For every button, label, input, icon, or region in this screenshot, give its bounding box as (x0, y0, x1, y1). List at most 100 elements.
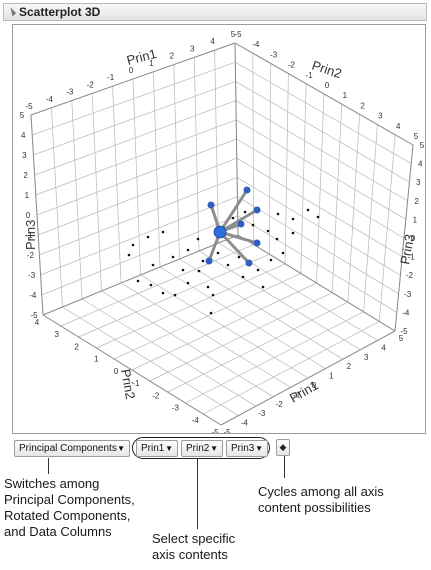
tick-label: -3 (258, 409, 266, 418)
data-point (226, 263, 230, 267)
tick-label: 2 (170, 52, 175, 61)
biplot-ray (219, 230, 258, 245)
chevron-down-icon: ▼ (117, 444, 125, 453)
tick-label: 5 (420, 141, 425, 150)
tick-label: -2 (27, 251, 35, 260)
data-point (136, 279, 140, 283)
data-point (186, 281, 190, 285)
cycle-callout-line (284, 456, 285, 478)
chevron-down-icon: ▼ (255, 444, 263, 453)
biplot-ray-head (243, 186, 251, 194)
axis3-dropdown[interactable]: Prin3 ▼ (226, 440, 268, 457)
data-point (291, 217, 295, 221)
tick-label: -1 (107, 73, 115, 82)
axis-label-prin1-bottom: Prin1 (287, 377, 321, 405)
tick-label: 5 (20, 111, 25, 120)
cycle-axes-button[interactable]: ◆ (276, 439, 290, 456)
data-point (231, 216, 235, 220)
data-source-dropdown[interactable]: Principal Components ▼ (14, 440, 130, 457)
biplot-ray-head (253, 206, 261, 214)
data-point (151, 263, 155, 267)
tick-label: 4 (381, 343, 386, 352)
tick-label: 3 (190, 44, 195, 53)
axis-label-prin1-top: Prin1 (125, 46, 158, 68)
axis-label-prin2-bottom: Prin2 (118, 368, 138, 401)
tick-label: -1 (132, 379, 140, 388)
tick-label: -2 (152, 391, 160, 400)
axis2-dropdown[interactable]: Prin2 ▼ (181, 440, 223, 457)
data-point (275, 237, 279, 241)
data-point (171, 255, 175, 259)
data-points (127, 208, 320, 315)
tick-label: 1 (25, 191, 30, 200)
tick-label: -3 (28, 271, 36, 280)
data-point (209, 311, 213, 315)
axis1-label: Prin1 (141, 443, 165, 454)
axis3-label: Prin3 (231, 443, 255, 454)
data-point (146, 235, 150, 239)
chevron-down-icon: ▼ (210, 444, 218, 453)
tick-label: 4 (210, 37, 215, 46)
tick-label: -3 (270, 50, 278, 59)
data-point (243, 210, 247, 214)
tick-label: 4 (396, 122, 401, 131)
axis1-dropdown[interactable]: Prin1 ▼ (136, 440, 178, 457)
tick-label: 2 (360, 101, 365, 110)
data-point (197, 269, 201, 273)
disclosure-triangle-icon[interactable] (6, 7, 17, 17)
switch-callout-line (48, 458, 49, 474)
data-point (291, 231, 295, 235)
tick-label: 2 (74, 342, 79, 351)
tick-label: -3 (404, 290, 412, 299)
data-point (266, 229, 270, 233)
tick-label: -1 (306, 71, 314, 80)
panel-header[interactable]: Scatterplot 3D (3, 3, 427, 21)
biplot-ray-head (207, 201, 215, 209)
tick-label: 0 (411, 234, 416, 243)
diamond-icon: ◆ (279, 442, 287, 452)
scatterplot-3d-plot[interactable]: -5 -4 -3 -2 -1 0 1 2 3 4 5 -5 -4 -3 -2 -1 0 1 2 3 4 5 5 4 3 2 1 0 -1… (12, 24, 426, 434)
switch-callout: Switches among Principal Components, Rot… (4, 476, 135, 539)
tick-label: 1 (149, 59, 154, 68)
biplot-ray-head (205, 257, 213, 265)
data-point (316, 215, 320, 219)
tick-label: -5 (400, 327, 408, 336)
tick-label: 0 (325, 81, 330, 90)
tick-label: -2 (406, 271, 414, 280)
data-point (131, 243, 135, 247)
tick-label: -3 (66, 88, 74, 97)
biplot-rays (205, 186, 261, 267)
data-point (181, 268, 185, 272)
data-point (261, 285, 265, 289)
tick-label: -3 (172, 404, 180, 413)
axis-selector-group (132, 437, 270, 459)
tick-label: -4 (252, 40, 260, 49)
data-point (237, 255, 241, 259)
tick-label: -1 (293, 390, 301, 399)
biplot-ray (218, 230, 251, 265)
data-point (186, 248, 190, 252)
data-point (201, 259, 205, 263)
select-callout: Select specific axis contents (152, 531, 236, 562)
tick-label: -4 (46, 95, 54, 104)
tick-label: 2 (23, 171, 28, 180)
tick-label: -5 (211, 428, 219, 433)
tick-label: 3 (22, 151, 27, 160)
chevron-down-icon: ▼ (165, 444, 173, 453)
data-point (161, 291, 165, 295)
axis-label-prin3-right: Prin3 (397, 233, 417, 266)
data-point (173, 293, 177, 297)
panel-title: Scatterplot 3D (19, 5, 101, 19)
tick-label: -2 (276, 400, 284, 409)
biplot-ray-head (245, 259, 253, 267)
tick-label: -1 (408, 253, 416, 262)
data-point (127, 253, 131, 257)
data-point (281, 251, 285, 255)
tick-label: -2 (87, 80, 95, 89)
tick-label: -5 (25, 102, 33, 111)
tick-label: -4 (402, 308, 410, 317)
data-point (241, 275, 245, 279)
tick-label: 4 (418, 160, 423, 169)
